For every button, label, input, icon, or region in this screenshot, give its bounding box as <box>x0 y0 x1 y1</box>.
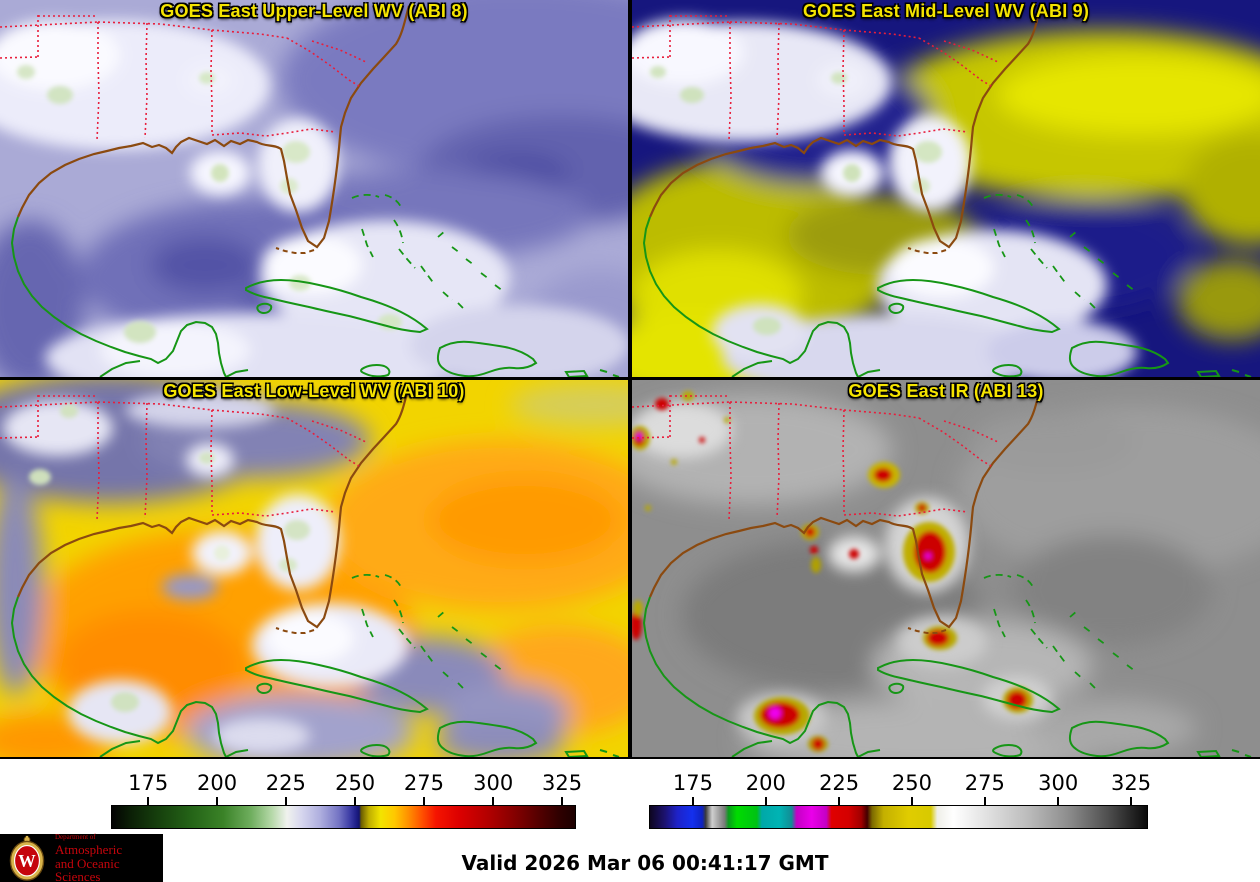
panel-title-abi9: GOES East Mid-Level WV (ABI 9) <box>802 1 1090 21</box>
colorbar-tick <box>1130 797 1133 805</box>
colorbar-tick <box>838 797 841 805</box>
colorbar-tick-label: 325 <box>542 771 583 795</box>
uw-aos-logo: W Department of Atmospheric and Oceanic … <box>0 832 163 882</box>
panel-title-abi13: GOES East IR (ABI 13) <box>848 381 1044 401</box>
uw-crest-icon: W <box>9 835 45 881</box>
colorbar-tick <box>764 797 767 805</box>
logo-atmospheric-line: Atmospheric <box>55 841 123 857</box>
colorbar-tick-label: 200 <box>745 771 786 795</box>
colorbar-tick-label: 300 <box>473 771 514 795</box>
panel-abi13-ir: GOES East IR (ABI 13) <box>632 380 1260 757</box>
colorbar-tick <box>284 797 287 805</box>
colorbar-tick <box>561 797 564 805</box>
cold-cloud-top-enhancements <box>632 391 1033 752</box>
colorbar-tick <box>983 797 986 805</box>
crest-letter: W <box>18 851 36 871</box>
colorbar-wv: 175 200 225 250 275 300 325 <box>111 771 582 829</box>
panel-abi8-upper-level-wv: GOES East Upper-Level WV (ABI 8) <box>0 0 628 377</box>
colorbar-tick <box>354 797 357 805</box>
colorbar-tick <box>1057 797 1060 805</box>
colorbar-wv-gradient <box>111 805 576 829</box>
colorbar-wv-ticks <box>111 797 576 805</box>
mid-level-wv-image <box>632 0 1260 377</box>
panel-abi10-low-level-wv: GOES East Low-Level WV (ABI 10) <box>0 380 628 757</box>
colorbar-tick-label: 200 <box>196 771 238 795</box>
panel-grid: GOES East Upper-Level WV (ABI 8) <box>0 0 1260 759</box>
colorbar-wv-labels: 175 200 225 250 275 300 325 <box>111 771 582 797</box>
colorbar-tick-label: 250 <box>891 771 933 795</box>
colorbar-tick <box>147 797 150 805</box>
colorbar-tick-label: 225 <box>265 771 306 795</box>
colorbar-tick-label: 250 <box>335 771 376 795</box>
colorbar-tick <box>422 797 425 805</box>
colorbar-tick-label: 300 <box>1038 771 1079 795</box>
colorbar-tick <box>910 797 913 805</box>
ir-image <box>632 380 1260 757</box>
colorbar-tick <box>492 797 495 805</box>
valid-timestamp: Valid 2026 Mar 06 00:41:17 GMT <box>461 851 829 875</box>
low-level-wv-image <box>0 380 628 757</box>
upper-level-wv-image <box>0 0 628 377</box>
colorbar-tick <box>216 797 219 805</box>
logo-oceanic-line: and Oceanic Sciences <box>55 855 120 882</box>
logo-department-line: Department of <box>55 832 96 841</box>
colorbar-tick-label: 325 <box>1110 771 1152 795</box>
panel-abi9-mid-level-wv: GOES East Mid-Level WV (ABI 9) <box>632 0 1260 377</box>
colorbar-tick-label: 275 <box>964 771 1005 795</box>
colorbar-tick-label: 225 <box>819 771 860 795</box>
panel-title-abi8: GOES East Upper-Level WV (ABI 8) <box>160 1 468 21</box>
colorbar-ir: 175 200 225 250 275 300 325 <box>649 771 1152 829</box>
colorbar-ir-labels: 175 200 225 250 275 300 325 <box>649 771 1152 797</box>
colorbar-ir-ticks <box>649 797 1148 805</box>
colorbar-tick-label: 175 <box>128 771 169 795</box>
colorbar-tick-label: 175 <box>672 771 713 795</box>
colorbar-tick <box>691 797 694 805</box>
panel-title-abi10: GOES East Low-Level WV (ABI 10) <box>163 381 465 401</box>
colorbar-tick-label: 275 <box>403 771 444 795</box>
colorbar-ir-gradient <box>649 805 1148 829</box>
